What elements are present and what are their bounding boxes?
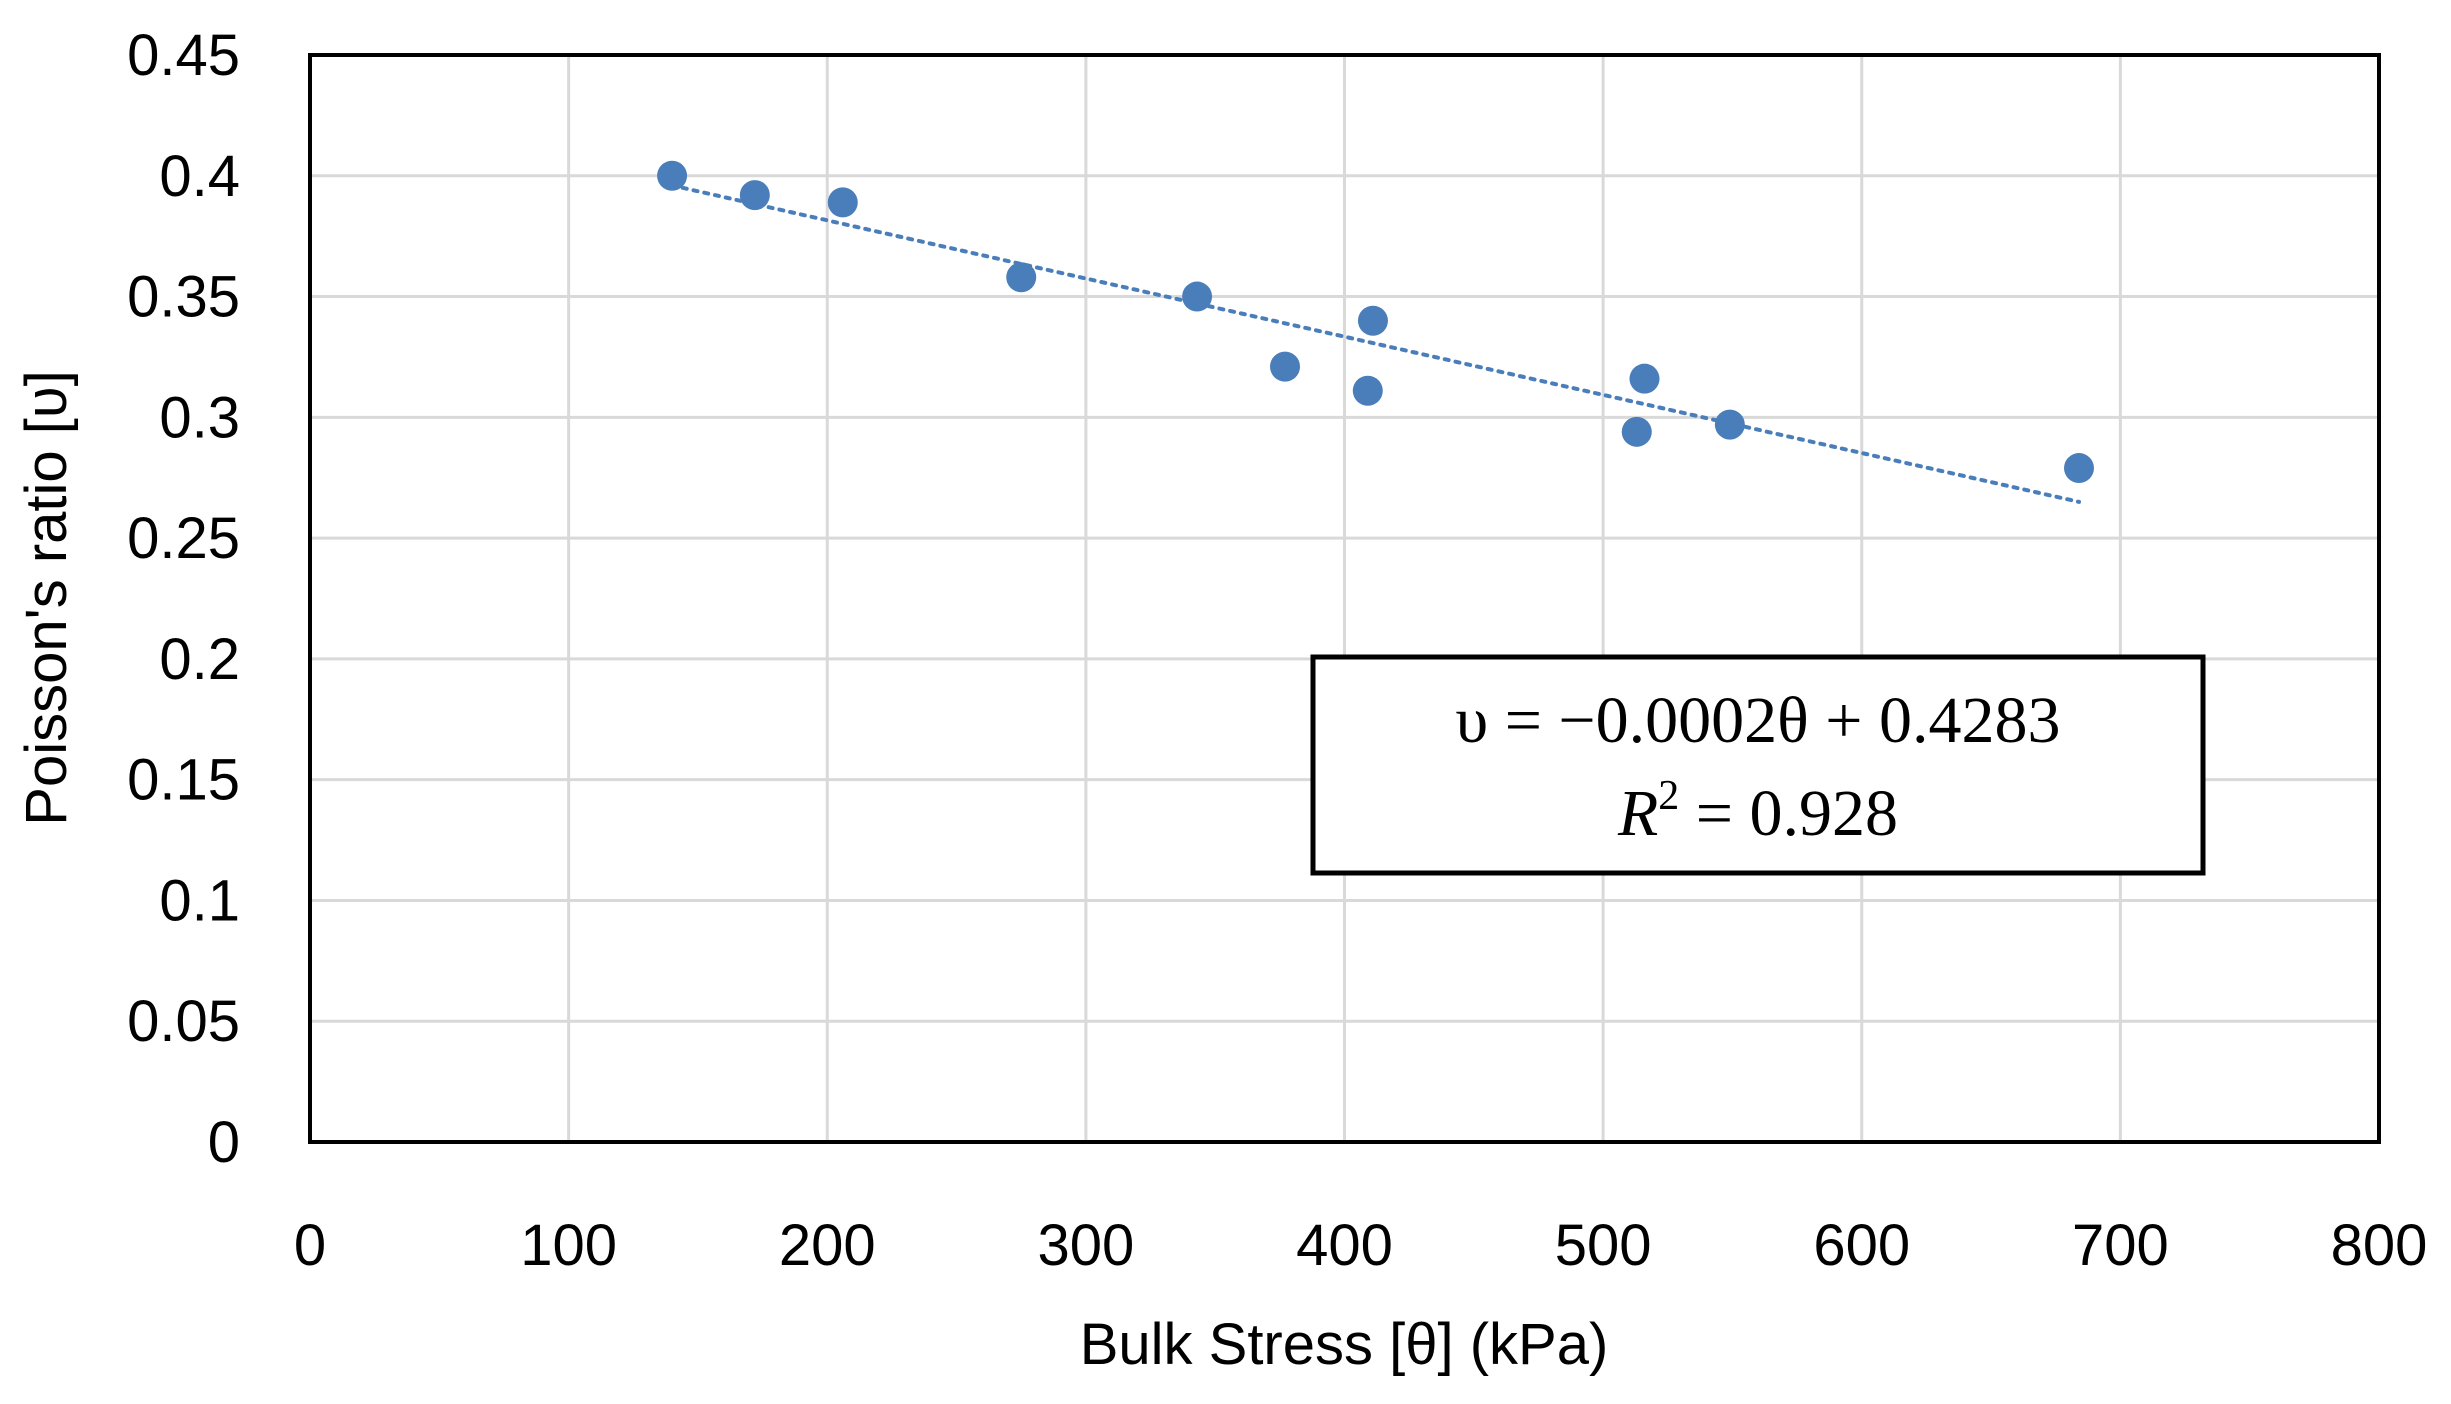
data-point — [1629, 363, 1660, 394]
x-tick-label: 100 — [520, 1213, 617, 1278]
y-tick-label: 0 — [208, 1110, 240, 1175]
x-axis-title: Bulk Stress [θ] (kPa) — [1080, 1312, 1609, 1377]
data-point — [1621, 416, 1652, 447]
r-symbol: R — [1617, 777, 1658, 850]
trendline — [670, 183, 2081, 504]
equation-box-frame — [1310, 654, 2206, 876]
r-superscript: 2 — [1658, 773, 1679, 819]
y-tick-labels: 0 0.05 0.1 0.15 0.2 0.25 0.3 0.35 0.4 0.45 — [127, 23, 240, 1175]
x-tick-label: 0 — [294, 1213, 326, 1278]
r-squared-line: R2 = 0.928 — [1617, 773, 1898, 850]
data-point — [1352, 375, 1383, 406]
data-point — [1006, 262, 1037, 293]
y-tick-label: 0.2 — [159, 627, 240, 692]
x-tick-label: 600 — [1813, 1213, 1910, 1278]
y-tick-label: 0.05 — [127, 989, 240, 1054]
y-tick-label: 0.35 — [127, 265, 240, 330]
equation-box: υ = −0.0002θ + 0.4283 R2 = 0.928 — [1310, 654, 2206, 876]
r-squared-value: = 0.928 — [1679, 777, 1898, 850]
y-tick-label: 0.4 — [159, 144, 240, 209]
y-tick-label: 0.1 — [159, 868, 240, 933]
x-tick-label: 200 — [779, 1213, 876, 1278]
trendline-group — [670, 183, 2081, 504]
data-point — [657, 160, 688, 191]
data-point — [1182, 281, 1213, 312]
x-tick-label: 300 — [1037, 1213, 1134, 1278]
data-point — [2063, 453, 2094, 484]
x-tick-label: 500 — [1555, 1213, 1652, 1278]
gridlines — [310, 55, 2379, 1142]
x-tick-label: 400 — [1296, 1213, 1393, 1278]
data-point — [827, 187, 858, 218]
y-tick-label: 0.15 — [127, 748, 240, 813]
y-tick-label: 0.3 — [159, 385, 240, 450]
plot-area-border — [308, 53, 2381, 1144]
x-tick-labels: 0 100 200 300 400 500 600 700 800 — [294, 1213, 2428, 1278]
x-tick-label: 800 — [2331, 1213, 2428, 1278]
y-axis-title: Poisson's ratio [υ] — [14, 370, 79, 825]
x-tick-label: 700 — [2072, 1213, 2169, 1278]
data-points — [657, 160, 2094, 484]
y-tick-label: 0.45 — [127, 23, 240, 88]
data-point — [739, 180, 770, 211]
data-point — [1357, 305, 1388, 336]
equation-line: υ = −0.0002θ + 0.4283 — [1456, 684, 2061, 757]
data-point — [1270, 351, 1301, 382]
y-tick-label: 0.25 — [127, 506, 240, 571]
data-point — [1714, 409, 1745, 440]
